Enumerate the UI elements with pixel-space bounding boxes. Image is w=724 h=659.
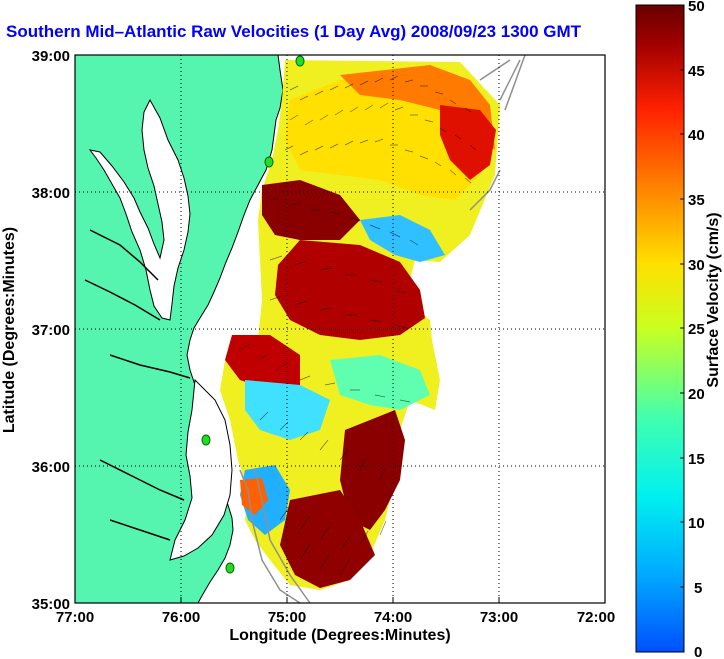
colorbar-tick-label: 35	[688, 192, 705, 209]
map-title: Southern Mid–Atlantic Raw Velocities (1 …	[6, 22, 582, 41]
x-tick-label: 74:00	[374, 609, 412, 626]
colorbar-label: Surface Velocity (cm/s)	[705, 212, 722, 387]
river-inlet	[109, 519, 171, 541]
y-tick-label: 37:00	[32, 322, 70, 339]
colorbar-tick-label: 5	[694, 580, 702, 597]
velocity-field	[220, 60, 500, 590]
x-tick-label: 77:00	[56, 609, 94, 626]
colorbar	[635, 4, 685, 653]
river-inlet	[89, 229, 159, 281]
pamlico-sound	[169, 378, 233, 561]
x-tick-marks	[74, 597, 606, 603]
colorbar-ticks	[680, 4, 684, 588]
grid-lines	[75, 55, 605, 603]
x-tick-label: 76:00	[162, 609, 200, 626]
station-marker-icon	[264, 156, 274, 168]
y-tick-label: 36:00	[32, 459, 70, 476]
station-marker-icon	[201, 434, 211, 446]
shelf-contour	[239, 469, 301, 603]
colorbar-tick-label: 10	[688, 515, 705, 532]
shelf-contour	[254, 469, 311, 603]
y-tick-label: 38:00	[32, 185, 70, 202]
station-marker-icon	[295, 55, 305, 67]
colorbar-tick-labels: 50 45 40 35 30 25 20 15 10 5 0	[688, 0, 705, 659]
shelf-contour	[469, 55, 526, 211]
x-axis-label: Longitude (Degrees:Minutes)	[229, 627, 450, 644]
y-axis-label: Latitude (Degrees:Minutes)	[1, 227, 18, 433]
colorbar-tick-label: 20	[688, 386, 705, 403]
x-tick-label: 72:00	[577, 609, 615, 626]
x-tick-labels: 77:00 76:00 75:00 74:00 73:00 72:00	[56, 609, 615, 626]
y-tick-label: 35:00	[32, 596, 70, 613]
chesapeake-bay	[88, 98, 191, 321]
colorbar-tick-label: 30	[688, 257, 705, 274]
colorbar-tick-label: 40	[688, 127, 705, 144]
station-marker-icon	[225, 562, 235, 574]
colorbar-tick-label: 15	[688, 451, 705, 468]
station-markers	[201, 55, 305, 574]
colorbar-tick-label: 50	[688, 0, 705, 15]
velocity-vectors	[239, 75, 477, 576]
river-inlet	[109, 354, 191, 379]
colorbar-tick-label: 45	[688, 63, 705, 80]
x-tick-label: 75:00	[268, 609, 306, 626]
colorbar-tick-label: 25	[688, 321, 705, 338]
river-inlet	[84, 279, 161, 321]
y-tick-labels: 39:00 38:00 37:00 36:00 35:00	[32, 48, 70, 613]
river-inlet	[99, 459, 185, 501]
x-tick-label: 73:00	[480, 609, 518, 626]
colorbar-tick-label: 0	[694, 644, 702, 659]
plot-frame	[74, 54, 606, 604]
y-tick-label: 39:00	[32, 48, 70, 65]
